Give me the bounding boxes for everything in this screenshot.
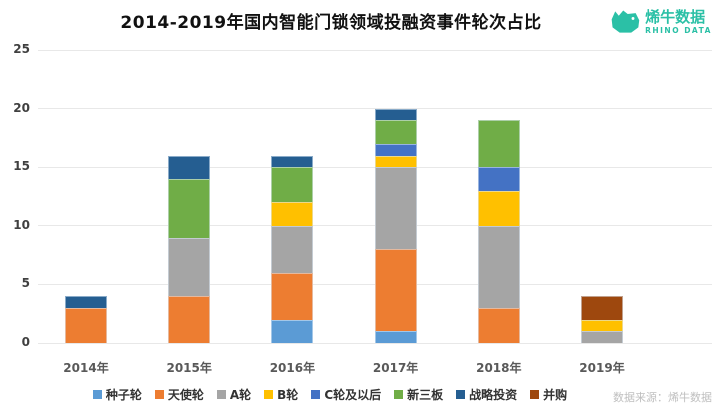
bar-segment-种子轮 [374, 331, 417, 343]
bar-segment-种子轮 [271, 319, 314, 343]
legend-item-战略投资: 战略投资 [456, 386, 517, 403]
legend-label: A轮 [229, 388, 252, 402]
bar-segment-天使轮 [374, 249, 417, 332]
bar-segment-A轮 [581, 331, 623, 343]
bar-segment-天使轮 [168, 296, 211, 343]
bar-segment-B轮 [271, 202, 314, 226]
legend-item-B轮: B轮 [264, 386, 298, 403]
legend-swatch [154, 390, 164, 399]
x-axis-label: 2015年 [166, 361, 212, 375]
bar-segment-A轮 [271, 225, 314, 273]
stacked-bar-2018年 [477, 120, 520, 343]
legend-item-新三板: 新三板 [394, 386, 443, 403]
gridline [38, 342, 712, 344]
bar-segment-天使轮 [477, 307, 520, 343]
legend-item-种子轮: 种子轮 [92, 386, 142, 403]
bar-segment-新三板 [271, 167, 314, 203]
brand-logo: 烯牛数据 RHINO DATA [609, 6, 712, 38]
legend-swatch [394, 390, 404, 399]
bar-segment-A轮 [168, 237, 211, 297]
bar-segment-B轮 [374, 155, 417, 168]
bar-segment-并购 [581, 296, 623, 320]
stacked-bar-2014年 [65, 296, 107, 343]
bar-segment-新三板 [374, 120, 417, 144]
y-axis-tick-label: 25 [13, 42, 30, 56]
gridline [38, 108, 712, 110]
y-axis-tick-label: 20 [13, 100, 30, 115]
stacked-bar-2015年 [168, 155, 211, 343]
legend-label: 种子轮 [105, 388, 142, 402]
gridline [38, 49, 712, 51]
logo-subtitle: RHINO DATA [645, 25, 712, 35]
data-source-note: 数据来源：烯牛数据 [613, 391, 712, 404]
logo-name: 烯牛数据 [645, 7, 706, 26]
bar-segment-A轮 [477, 225, 520, 308]
x-axis-label: 2017年 [372, 361, 419, 375]
chart-title: 2014-2019年国内智能门锁领域投融资事件轮次占比 [120, 13, 542, 33]
bar-segment-C轮及以后 [374, 143, 417, 156]
legend-label: 并购 [543, 388, 568, 402]
rhino-logo-icon [609, 6, 641, 38]
x-axis-label: 2014年 [63, 361, 109, 375]
x-axis-label: 2019年 [579, 361, 625, 375]
x-axis-label: 2018年 [476, 361, 522, 375]
legend-swatch [92, 390, 102, 399]
bar-segment-C轮及以后 [477, 167, 520, 191]
legend-item-天使轮: 天使轮 [154, 386, 204, 403]
stacked-bar-2019年 [581, 296, 623, 343]
legend-item-A轮: A轮 [216, 386, 252, 403]
legend-item-C轮及以后: C轮及以后 [311, 386, 381, 403]
legend-label: 战略投资 [469, 388, 518, 402]
bar-segment-战略投资 [271, 155, 314, 168]
y-axis-tick-label: 5 [21, 276, 30, 291]
bar-segment-战略投资 [168, 155, 211, 179]
y-axis-tick-label: 15 [13, 159, 30, 174]
legend-item-并购: 并购 [530, 386, 567, 403]
legend-label: 天使轮 [167, 388, 204, 402]
bar-segment-天使轮 [65, 307, 107, 343]
stacked-bar-2016年 [271, 155, 314, 343]
bar-segment-战略投资 [65, 296, 107, 308]
legend-swatch [216, 390, 226, 399]
bar-segment-B轮 [477, 190, 520, 226]
bar-segment-新三板 [168, 178, 211, 238]
legend-swatch [456, 390, 466, 399]
stacked-bar-2017年 [374, 108, 417, 343]
legend-swatch [264, 390, 274, 399]
bar-segment-新三板 [477, 120, 520, 168]
chart-legend: 种子轮 天使轮 A轮 B轮 C轮及以后 新三板 战略投资 并购 [40, 386, 620, 403]
legend-swatch [530, 390, 540, 399]
y-axis-tick-label: 10 [13, 217, 30, 232]
y-axis-tick-label: 0 [21, 335, 30, 349]
bar-segment-A轮 [374, 167, 417, 250]
x-axis-label: 2016年 [269, 361, 316, 375]
legend-label: 新三板 [407, 388, 444, 402]
bar-segment-B轮 [581, 319, 623, 332]
bar-segment-战略投资 [374, 108, 417, 121]
legend-label: B轮 [277, 388, 299, 402]
legend-swatch [311, 390, 321, 399]
legend-label: C轮及以后 [324, 388, 382, 402]
bar-segment-天使轮 [271, 272, 314, 320]
